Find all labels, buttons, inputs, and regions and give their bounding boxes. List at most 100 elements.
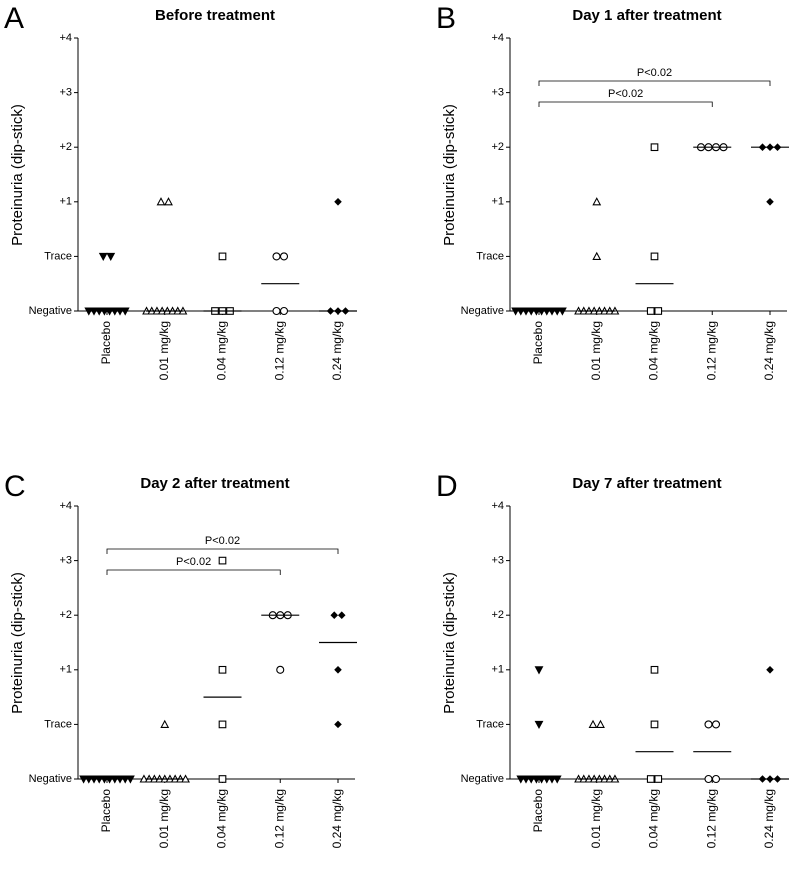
- x-tick-label: 0.12 mg/kg: [272, 321, 286, 380]
- point: [218, 556, 227, 565]
- y-tick-label: Negative: [29, 305, 72, 317]
- y-tick-label: +1: [59, 664, 72, 676]
- y-tick-label: +1: [491, 196, 504, 208]
- point: [218, 665, 227, 674]
- point: [218, 775, 227, 783]
- point: [276, 665, 285, 674]
- x-tick-label: 0.01 mg/kg: [589, 321, 603, 380]
- point: [334, 720, 342, 729]
- significance-bracket: [106, 569, 281, 575]
- x-tick-label: 0.04 mg/kg: [215, 789, 229, 848]
- x-tick-label: Placebo: [531, 789, 545, 833]
- significance-bracket: [538, 101, 713, 107]
- y-tick-label: +4: [59, 500, 72, 512]
- significance-label: P<0.02: [176, 556, 211, 568]
- y-tick-label: Trace: [44, 718, 72, 730]
- y-tick-label: +1: [491, 664, 504, 676]
- panel: D Day 7 after treatment Proteinuria (dip-s…: [436, 470, 789, 848]
- x-tick-label: 0.04 mg/kg: [647, 321, 661, 380]
- point: [704, 774, 713, 784]
- significance-label: P<0.02: [205, 535, 240, 547]
- point: [334, 666, 342, 674]
- y-tick-label: Trace: [476, 718, 504, 730]
- point: [766, 666, 774, 674]
- y-tick-label: +4: [491, 32, 504, 44]
- y-tick-label: +3: [491, 555, 504, 567]
- point: [592, 251, 602, 260]
- panel-letter: C: [4, 470, 26, 503]
- x-tick-label: 0.24 mg/kg: [762, 789, 776, 848]
- y-tick-label: +2: [491, 609, 504, 621]
- y-axis-label: Proteinuria (dip-stick): [9, 104, 26, 246]
- significance-bracket: [106, 548, 339, 554]
- point: [218, 252, 227, 261]
- panel: B Day 1 after treatment Proteinuria (dip-s…: [436, 2, 789, 380]
- x-tick-label: 0.24 mg/kg: [762, 321, 776, 380]
- y-tick-label: +1: [59, 196, 72, 208]
- point: [588, 719, 598, 728]
- point: [650, 720, 659, 729]
- point: [704, 720, 713, 729]
- point: [272, 252, 281, 261]
- point: [272, 306, 281, 316]
- point: [650, 252, 659, 261]
- x-tick-label: 0.01 mg/kg: [157, 789, 171, 848]
- point: [650, 143, 659, 152]
- panel-letter: B: [436, 2, 456, 35]
- panel-letter: A: [4, 2, 24, 35]
- point: [181, 774, 190, 783]
- chart-title: Day 2 after treatment: [140, 475, 289, 492]
- point: [279, 252, 289, 261]
- point: [125, 775, 135, 784]
- x-tick-label: 0.01 mg/kg: [589, 789, 603, 848]
- y-tick-label: +2: [491, 141, 504, 153]
- x-tick-label: 0.12 mg/kg: [272, 789, 286, 848]
- point: [711, 774, 721, 784]
- point: [654, 775, 663, 783]
- x-tick-label: 0.01 mg/kg: [157, 321, 171, 380]
- x-tick-label: Placebo: [99, 789, 113, 833]
- point: [596, 719, 605, 728]
- point: [156, 197, 166, 206]
- point: [654, 307, 663, 315]
- y-axis-label: Proteinuria (dip-stick): [441, 104, 458, 246]
- chart-title: Before treatment: [155, 7, 275, 24]
- significance-label: P<0.02: [637, 67, 672, 79]
- y-tick-label: Trace: [476, 250, 504, 262]
- chart-title: Day 1 after treatment: [572, 7, 721, 24]
- significance-bracket: [538, 80, 771, 86]
- y-tick-label: Negative: [461, 773, 504, 785]
- chart-title: Day 7 after treatment: [572, 475, 721, 492]
- y-tick-label: Negative: [29, 773, 72, 785]
- point: [711, 720, 721, 729]
- point: [511, 307, 521, 316]
- point: [334, 198, 342, 206]
- point: [646, 307, 655, 315]
- point: [766, 198, 774, 206]
- point: [337, 611, 346, 619]
- point: [592, 197, 602, 206]
- y-tick-label: +4: [59, 32, 72, 44]
- y-axis-label: Proteinuria (dip-stick): [9, 572, 26, 714]
- x-tick-label: 0.04 mg/kg: [647, 789, 661, 848]
- point: [79, 775, 89, 784]
- x-tick-label: 0.12 mg/kg: [704, 321, 718, 380]
- x-tick-label: 0.04 mg/kg: [215, 321, 229, 380]
- point: [646, 775, 655, 783]
- point: [164, 197, 173, 206]
- significance-label: P<0.02: [608, 88, 643, 100]
- y-tick-label: Trace: [44, 250, 72, 262]
- point: [534, 720, 544, 730]
- y-tick-label: +3: [491, 87, 504, 99]
- panel: C Day 2 after treatment Proteinuria (dip-s…: [4, 470, 357, 848]
- panel-letter: D: [436, 470, 458, 503]
- point: [279, 306, 289, 316]
- point: [330, 611, 339, 619]
- y-tick-label: +3: [59, 555, 72, 567]
- x-tick-label: Placebo: [99, 321, 113, 365]
- point: [106, 252, 116, 262]
- point: [139, 774, 149, 783]
- y-tick-label: +2: [59, 609, 72, 621]
- point: [218, 720, 227, 729]
